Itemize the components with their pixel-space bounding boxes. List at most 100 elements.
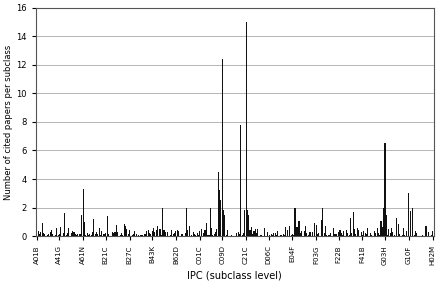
Bar <box>277 231 279 236</box>
Bar <box>396 218 397 236</box>
Bar <box>394 235 395 236</box>
Bar <box>52 235 53 236</box>
Bar <box>71 233 72 236</box>
Bar <box>122 235 124 236</box>
Bar <box>48 234 49 236</box>
Bar <box>305 226 306 236</box>
Bar <box>300 233 301 236</box>
Bar <box>378 233 379 236</box>
Bar <box>271 234 272 236</box>
Bar <box>252 234 253 236</box>
Bar <box>142 235 143 236</box>
Bar <box>128 234 129 236</box>
Bar <box>63 233 64 236</box>
Bar <box>391 228 392 236</box>
Bar <box>72 231 73 236</box>
Bar <box>400 235 401 236</box>
Bar <box>76 235 77 236</box>
Bar <box>108 234 109 236</box>
Bar <box>216 229 217 236</box>
Bar <box>392 233 393 236</box>
Bar <box>182 234 183 236</box>
Bar <box>87 233 88 236</box>
Bar <box>114 232 116 236</box>
Bar <box>244 210 245 236</box>
Bar <box>361 232 362 236</box>
Bar <box>298 221 300 236</box>
Bar <box>79 235 80 236</box>
Bar <box>240 125 241 236</box>
Bar <box>321 220 322 236</box>
Bar <box>227 230 228 236</box>
Bar <box>280 235 281 236</box>
Y-axis label: Number of cited papers per subclass: Number of cited papers per subclass <box>4 44 13 200</box>
Bar <box>151 231 153 236</box>
Bar <box>42 223 43 236</box>
Bar <box>206 223 207 236</box>
Bar <box>408 193 409 236</box>
Bar <box>85 235 86 236</box>
Bar <box>279 235 280 236</box>
Bar <box>96 232 97 236</box>
Bar <box>55 235 56 236</box>
Bar <box>294 207 296 236</box>
Bar <box>138 235 139 236</box>
Bar <box>218 172 219 236</box>
Bar <box>161 235 162 236</box>
Bar <box>260 235 261 236</box>
Bar <box>163 231 165 236</box>
Bar <box>77 234 78 236</box>
Bar <box>251 227 252 236</box>
Bar <box>112 232 113 236</box>
Bar <box>219 190 220 236</box>
Bar <box>264 227 265 236</box>
Bar <box>253 231 254 236</box>
Bar <box>174 233 175 236</box>
Bar <box>147 231 149 236</box>
Bar <box>322 207 323 236</box>
Bar <box>314 223 315 236</box>
Bar <box>150 234 151 236</box>
Bar <box>116 225 117 236</box>
Bar <box>191 235 192 236</box>
Bar <box>272 235 273 236</box>
Bar <box>226 235 227 236</box>
Bar <box>365 233 366 236</box>
Bar <box>284 235 285 236</box>
Bar <box>181 234 182 236</box>
Bar <box>43 233 44 236</box>
Bar <box>117 232 118 236</box>
Bar <box>261 235 262 236</box>
Bar <box>222 59 223 236</box>
Bar <box>346 230 347 236</box>
Bar <box>296 227 297 236</box>
Bar <box>124 224 125 236</box>
Bar <box>353 212 354 236</box>
Bar <box>231 235 232 236</box>
Bar <box>113 233 114 236</box>
Bar <box>297 227 298 236</box>
Bar <box>211 227 212 236</box>
Bar <box>312 232 313 236</box>
Bar <box>363 231 364 236</box>
Bar <box>416 233 417 236</box>
Bar <box>93 219 94 236</box>
Bar <box>374 231 375 236</box>
Bar <box>167 232 169 236</box>
Bar <box>432 231 433 236</box>
Bar <box>187 230 188 236</box>
Bar <box>133 234 134 236</box>
Bar <box>285 227 286 236</box>
Bar <box>189 226 190 236</box>
Bar <box>56 227 57 236</box>
Bar <box>255 229 256 236</box>
Bar <box>341 233 342 236</box>
Bar <box>214 234 215 236</box>
Bar <box>326 235 327 236</box>
Bar <box>367 228 368 236</box>
Bar <box>67 233 68 236</box>
Bar <box>60 227 61 236</box>
Bar <box>335 234 337 236</box>
Bar <box>290 235 292 236</box>
Bar <box>267 232 268 236</box>
